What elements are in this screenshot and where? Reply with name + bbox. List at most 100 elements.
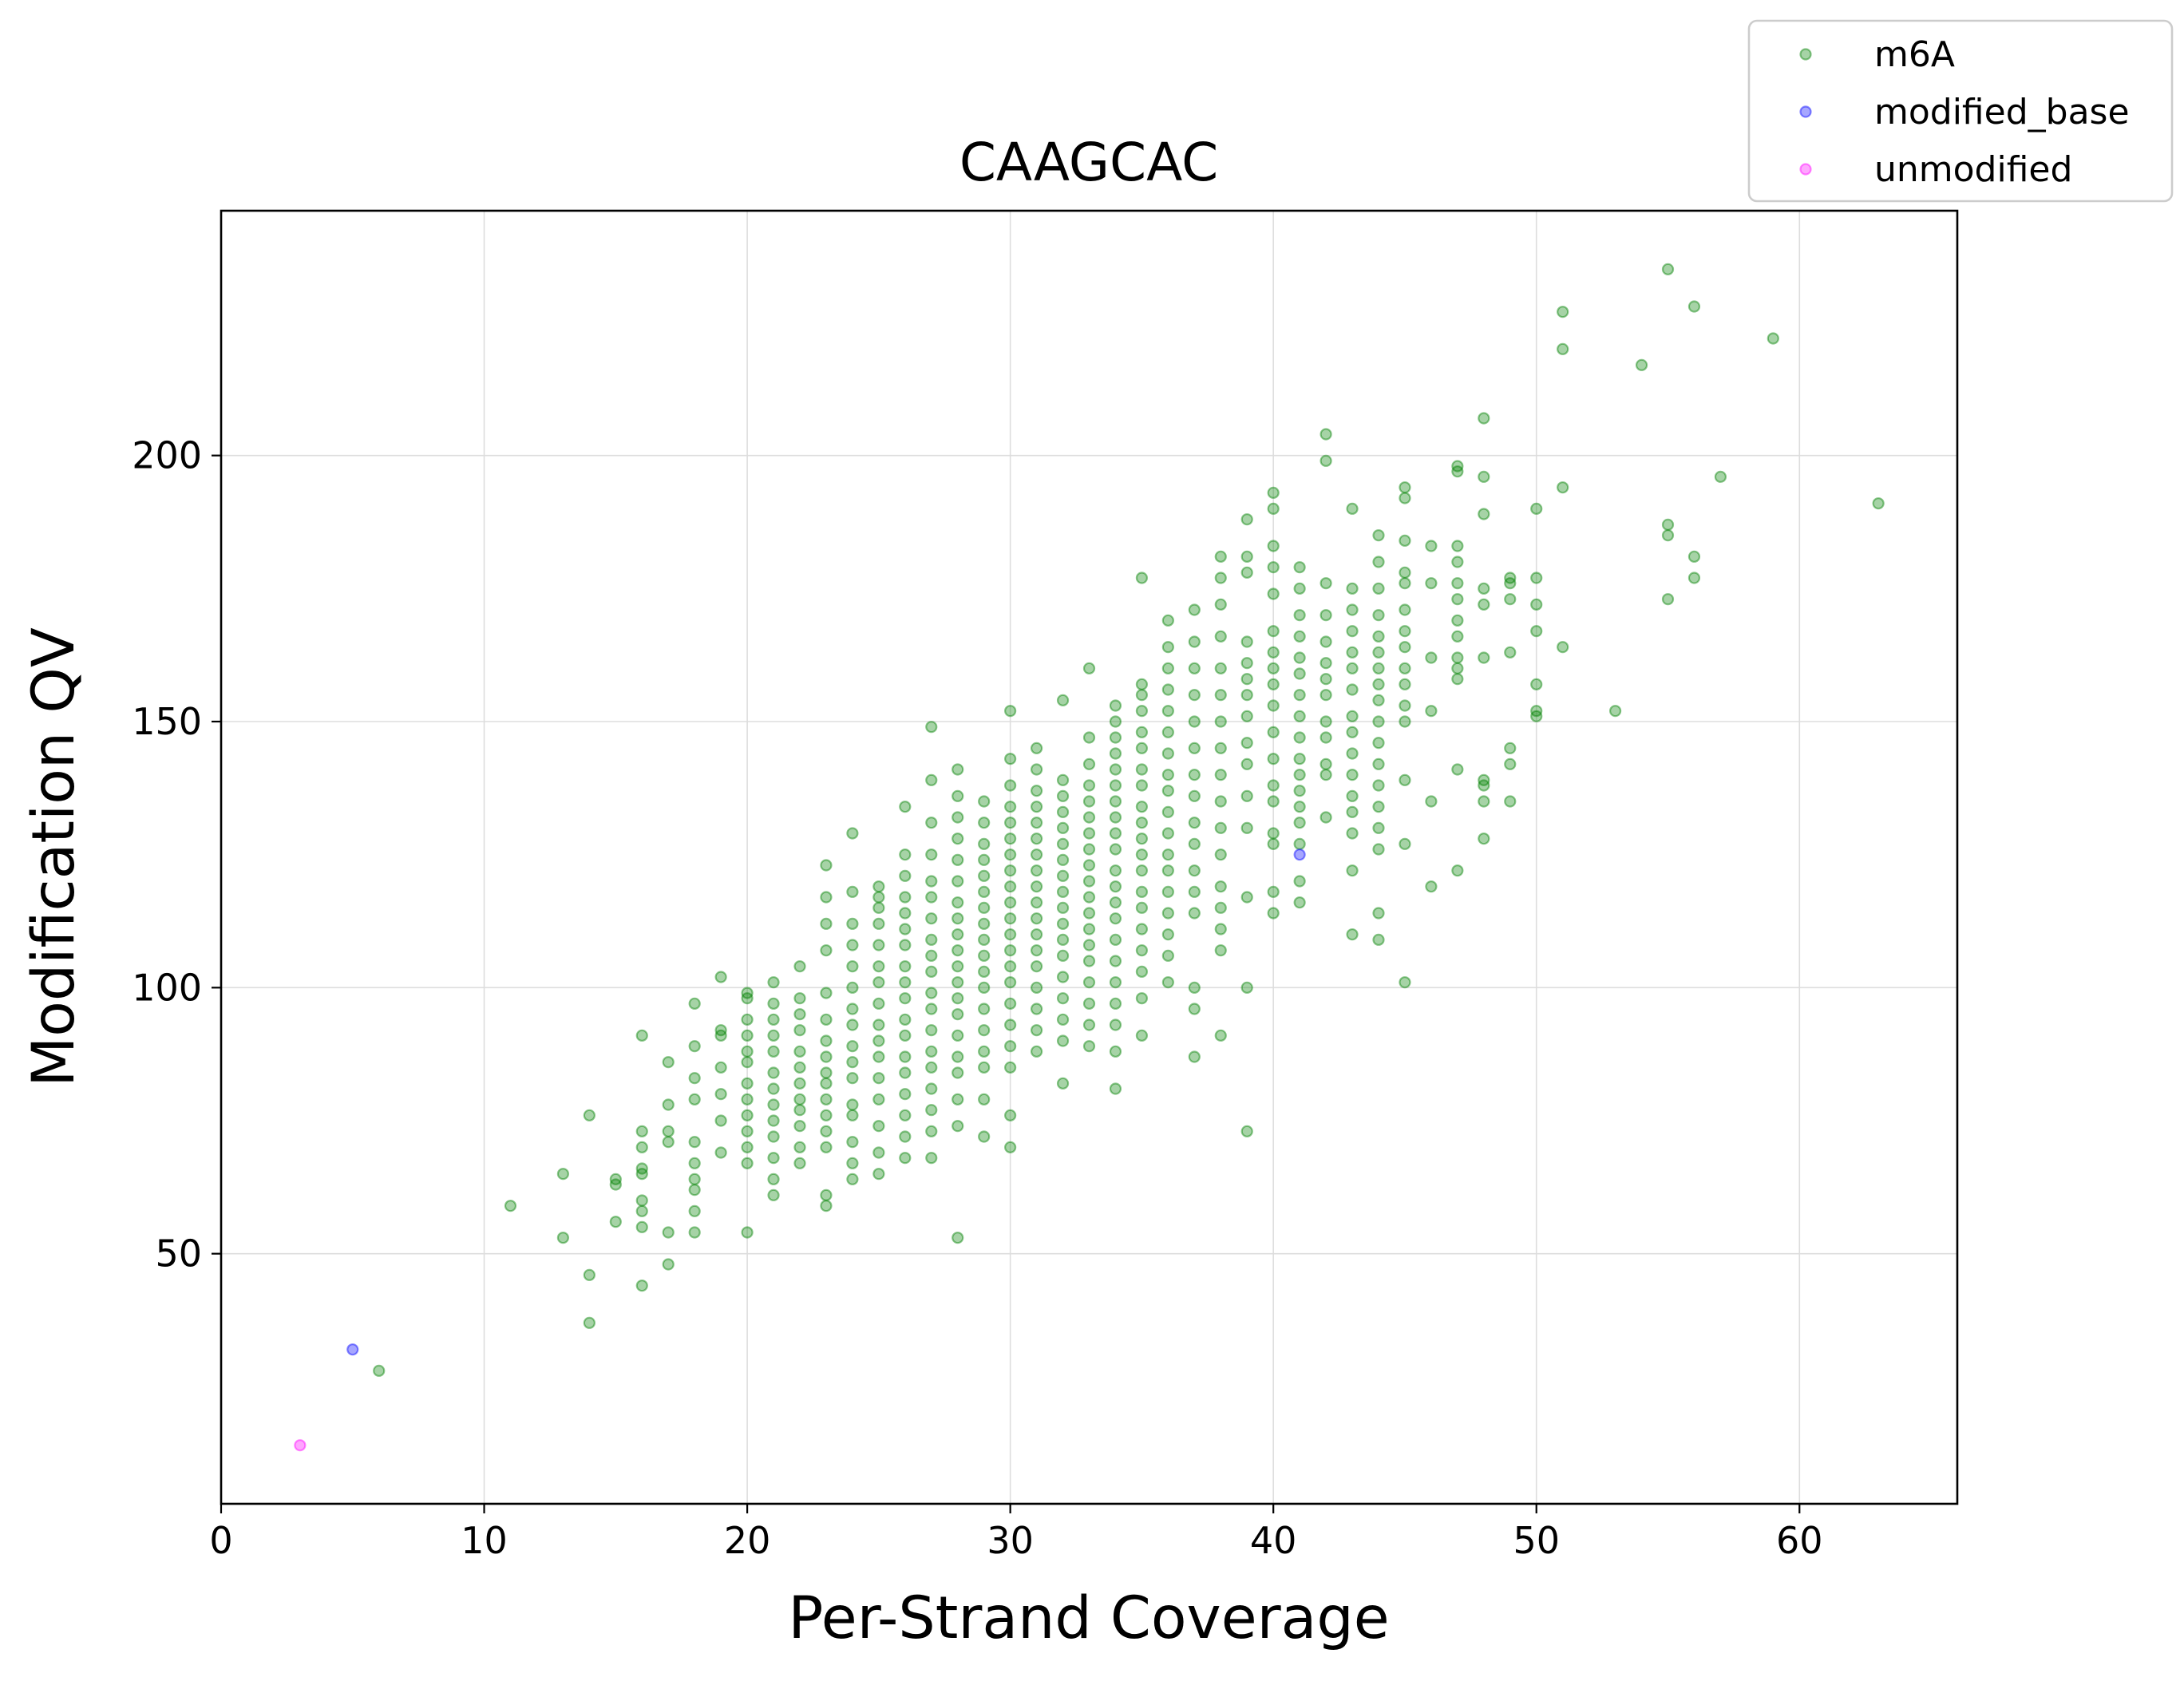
data-point-m6A [1293, 817, 1306, 829]
data-point-m6A [1504, 577, 1517, 590]
data-point-m6A [1293, 582, 1306, 595]
data-point-m6A [820, 1034, 833, 1047]
data-point-m6A [1004, 1040, 1017, 1053]
data-point-m6A [1293, 875, 1306, 888]
data-point-m6A [1188, 789, 1201, 802]
data-point-m6A [952, 928, 964, 941]
data-point-m6A [1372, 529, 1385, 542]
data-point-m6A [978, 885, 991, 898]
legend-marker-modified_base [1799, 105, 1812, 118]
data-point-m6A [1267, 827, 1280, 840]
data-point-m6A [846, 1072, 859, 1085]
data-point-m6A [714, 1146, 727, 1159]
data-point-m6A [1056, 853, 1070, 866]
data-point-m6A [846, 917, 859, 930]
data-point-m6A [1293, 710, 1306, 722]
data-point-m6A [846, 885, 859, 898]
data-point-m6A [1372, 779, 1385, 792]
data-point-m6A [609, 1178, 622, 1191]
data-point-m6A [1872, 497, 1885, 510]
data-point-m6A [1214, 821, 1227, 834]
data-point-m6A [1451, 651, 1464, 664]
data-point-m6A [872, 1168, 885, 1181]
data-point-m6A [1161, 885, 1174, 898]
data-point-m6A [1425, 880, 1438, 893]
data-point-m6A [846, 1136, 859, 1149]
data-point-m6A [952, 1066, 964, 1079]
data-point-m6A [1557, 306, 1569, 318]
data-point-m6A [1161, 907, 1174, 920]
data-point-m6A [978, 817, 991, 829]
data-point-m6A [1451, 630, 1464, 643]
data-point-m6A [846, 939, 859, 951]
data-point-m6A [1372, 678, 1385, 690]
data-point-m6A [1004, 912, 1017, 925]
data-point-m6A [952, 960, 964, 973]
data-point-m6A [925, 1003, 938, 1015]
data-point-m6A [793, 1104, 806, 1117]
data-point-m6A [1557, 342, 1569, 355]
data-point-m6A [872, 939, 885, 951]
data-point-m6A [1030, 981, 1043, 994]
data-point-m6A [1530, 705, 1543, 718]
data-point-m6A [872, 1018, 885, 1031]
data-point-m6A [1504, 757, 1517, 770]
data-point-m6A [925, 1152, 938, 1165]
data-point-m6A [1135, 864, 1149, 877]
data-point-m6A [1030, 785, 1043, 797]
data-point-m6A [820, 891, 833, 904]
data-point-m6A [688, 1040, 701, 1053]
data-point-m6A [1504, 593, 1517, 606]
data-point-m6A [1346, 928, 1359, 941]
data-point-m6A [1188, 742, 1201, 754]
data-point-m6A [872, 1093, 885, 1106]
data-point-m6A [1082, 811, 1096, 824]
data-point-m6A [1346, 726, 1359, 738]
data-point-modified_base [346, 1343, 359, 1356]
data-point-m6A [952, 976, 964, 989]
data-point-m6A [1346, 662, 1359, 674]
data-point-m6A [1109, 731, 1122, 744]
data-point-m6A [1161, 949, 1174, 962]
data-point-m6A [1109, 933, 1122, 946]
data-point-m6A [899, 976, 912, 989]
legend-label-m6A: m6A [1874, 34, 1955, 75]
data-point-m6A [1161, 827, 1174, 840]
data-point-m6A [925, 1061, 938, 1074]
data-point-m6A [1399, 837, 1411, 850]
data-point-m6A [714, 1024, 727, 1037]
data-point-m6A [793, 1120, 806, 1133]
data-point-m6A [1004, 833, 1017, 845]
data-point-m6A [1056, 821, 1070, 834]
data-point-m6A [1214, 848, 1227, 861]
data-point-m6A [662, 1258, 675, 1271]
data-point-m6A [952, 833, 964, 845]
data-point-m6A [1004, 817, 1017, 829]
data-point-m6A [872, 960, 885, 973]
data-point-m6A [1004, 880, 1017, 893]
data-point-m6A [1082, 976, 1096, 989]
data-point-m6A [1399, 492, 1411, 504]
data-point-m6A [978, 837, 991, 850]
data-point-m6A [1399, 715, 1411, 728]
data-point-m6A [1451, 673, 1464, 686]
data-point-m6A [1399, 662, 1411, 674]
data-point-m6A [767, 997, 780, 1010]
data-point-m6A [1188, 817, 1201, 829]
data-point-m6A [1188, 1050, 1201, 1063]
data-point-m6A [1320, 731, 1332, 744]
data-point-m6A [1082, 859, 1096, 872]
data-point-m6A [952, 853, 964, 866]
data-point-m6A [1267, 726, 1280, 738]
data-point-m6A [635, 1204, 648, 1217]
data-point-m6A [925, 1024, 938, 1037]
data-point-m6A [1451, 556, 1464, 568]
data-point-m6A [1320, 715, 1332, 728]
data-point-m6A [925, 933, 938, 946]
data-point-m6A [1188, 981, 1201, 994]
data-point-m6A [1214, 662, 1227, 674]
legend-label-modified_base: modified_base [1874, 92, 2130, 133]
data-point-m6A [899, 992, 912, 1005]
data-point-m6A [978, 795, 991, 808]
